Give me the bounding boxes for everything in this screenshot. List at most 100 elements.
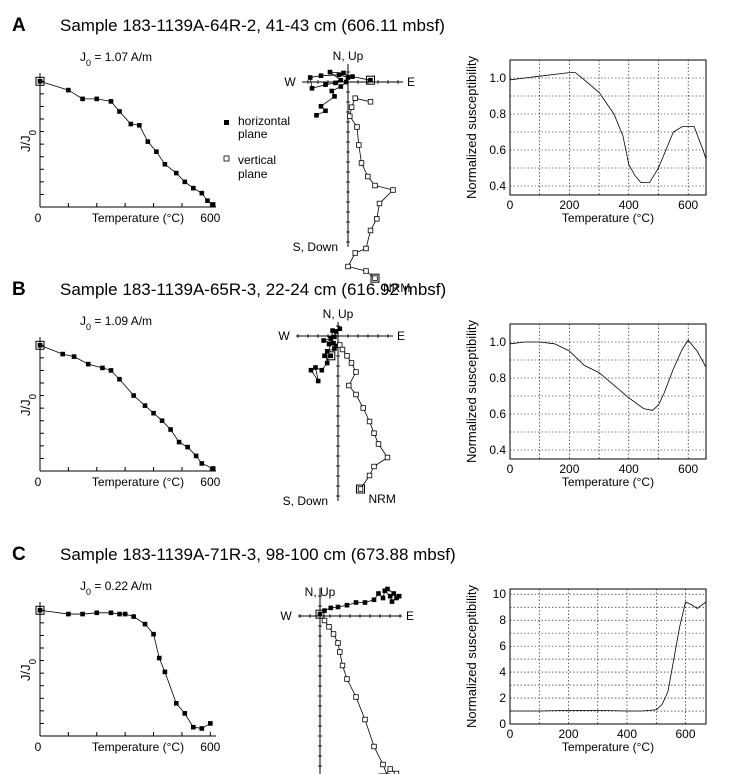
zij-horizontal-point <box>341 70 346 76</box>
zij-vertical-point <box>339 662 346 669</box>
legend-filled-swatch <box>224 120 229 125</box>
zij-vertical-point <box>344 353 350 359</box>
susc-xtick-label: 600 <box>678 198 698 212</box>
legend-open-label-2: plane <box>238 167 268 181</box>
zij-horizontal-point <box>314 113 319 118</box>
susceptibility-plot: 0 200 400 600 0 2 4 6 8 10 Temperature (°C) Normali… <box>464 584 707 754</box>
susc-xtick-label: 200 <box>559 462 579 476</box>
zij-vertical-point <box>353 694 359 700</box>
demag-point <box>108 368 114 373</box>
zij-vertical-point <box>366 472 373 479</box>
demag-nrm-marker <box>35 605 45 615</box>
zij-horizontal-point <box>333 329 339 334</box>
zij-horizontal-point <box>317 611 323 617</box>
zij-horizontal-point <box>350 74 355 79</box>
demag-point <box>117 611 122 617</box>
zij-vertical-point <box>339 346 346 353</box>
zij-vertical-point <box>367 227 374 234</box>
susc-xtick-label: 600 <box>676 727 696 741</box>
demag-x-label: Temperature (°C) <box>92 475 184 489</box>
susc-y-label: Normalized susceptibility <box>464 584 479 728</box>
zij-horizontal-point <box>391 591 397 596</box>
zij-vertical-point <box>337 649 343 655</box>
demag-point <box>151 410 156 416</box>
demag-point <box>145 139 151 144</box>
susc-ytick-label: 0 <box>499 717 506 731</box>
zij-vertical-point <box>371 463 377 470</box>
panel-title: Sample 183-1139A-71R-3, 98-100 cm (673.8… <box>60 545 456 564</box>
demag-point <box>37 607 43 613</box>
demag-point <box>210 466 216 471</box>
zij-horizontal-point <box>333 80 338 86</box>
zij-label-left: W <box>284 75 296 89</box>
zij-horizontal-point <box>335 604 341 610</box>
zij-vertical-point <box>365 173 371 180</box>
zij-horizontal-point <box>332 334 337 340</box>
zij-horizontal-point <box>319 367 325 373</box>
zij-vertical-point <box>358 160 365 166</box>
zij-vertical-point <box>375 441 382 447</box>
zij-vertical-point <box>352 250 358 256</box>
demag-point <box>66 87 71 93</box>
demag-series-line <box>39 80 214 205</box>
zij-vertical-point <box>367 99 374 105</box>
zij-vertical-point <box>348 104 355 110</box>
zij-vertical-point <box>330 631 337 637</box>
zij-horizontal-point <box>338 84 344 89</box>
zij-nrm-v-marker <box>370 273 380 283</box>
zij-horizontal-point <box>333 343 339 349</box>
zij-horizontal-point <box>368 77 373 83</box>
demag-point <box>131 393 136 398</box>
demag-annotation: J0 = 0.22 A/m <box>80 579 152 597</box>
demag-nrm-marker <box>35 76 45 86</box>
zij-vertical-point <box>335 640 341 646</box>
demag-point <box>100 365 105 371</box>
demag-point <box>208 721 213 726</box>
demag-point <box>210 202 216 207</box>
demag-y-label: J/J0 <box>18 393 39 416</box>
zij-vertical-point <box>372 275 378 281</box>
zij-horizontal-point <box>323 82 328 87</box>
susc-ytick-label: 0.4 <box>489 443 506 457</box>
demag-point <box>156 655 162 661</box>
zij-horizontal-point <box>396 593 402 599</box>
susc-ytick-label: 6 <box>499 639 506 653</box>
zij-horizontal-point <box>327 69 333 75</box>
susc-y-label: Normalized susceptibility <box>464 319 479 463</box>
susc-xtick-label: 400 <box>619 462 639 476</box>
zij-horizontal-point <box>332 94 337 99</box>
susc-xtick-label: 200 <box>559 198 579 212</box>
demag-point <box>182 711 188 716</box>
demag-point <box>176 439 182 445</box>
panel-label: A <box>12 15 26 36</box>
zij-vertical-point <box>371 743 377 750</box>
zij-horizontal-point <box>344 602 350 608</box>
demag-point <box>199 726 205 731</box>
susc-ytick-label: 10 <box>493 587 507 601</box>
demag-point <box>142 621 148 627</box>
demag-point <box>137 122 142 128</box>
legend-open-swatch <box>223 155 230 162</box>
zij-horizontal-point <box>380 595 386 601</box>
zij-label-right: E <box>397 329 405 343</box>
demag-x-label: Temperature (°C) <box>92 211 184 225</box>
zij-vertical-point <box>384 454 391 461</box>
demag-xtick-label: 0 <box>35 211 42 225</box>
zij-vertical-point <box>344 676 350 682</box>
panel-title: Sample 183-1139A-65R-3, 22-24 cm (616.92… <box>60 280 446 299</box>
panel-b: B Sample 183-1139A-65R-3, 22-24 cm (616.9… <box>12 279 707 508</box>
zij-vertical-line <box>339 344 389 490</box>
zij-horizontal-point <box>331 340 336 346</box>
susc-x-label: Temperature (°C) <box>562 475 654 489</box>
demag-point <box>168 427 173 432</box>
zij-label-right: E <box>407 75 415 89</box>
zij-vertical-point <box>347 113 353 119</box>
demag-point <box>199 461 205 466</box>
zij-vertical-point <box>363 245 369 252</box>
demag-point <box>66 611 71 617</box>
zij-horizontal-point <box>318 104 324 109</box>
zij-vertical-point <box>353 391 359 398</box>
zij-horizontal-point <box>362 600 368 605</box>
zij-vertical-point <box>353 369 359 375</box>
